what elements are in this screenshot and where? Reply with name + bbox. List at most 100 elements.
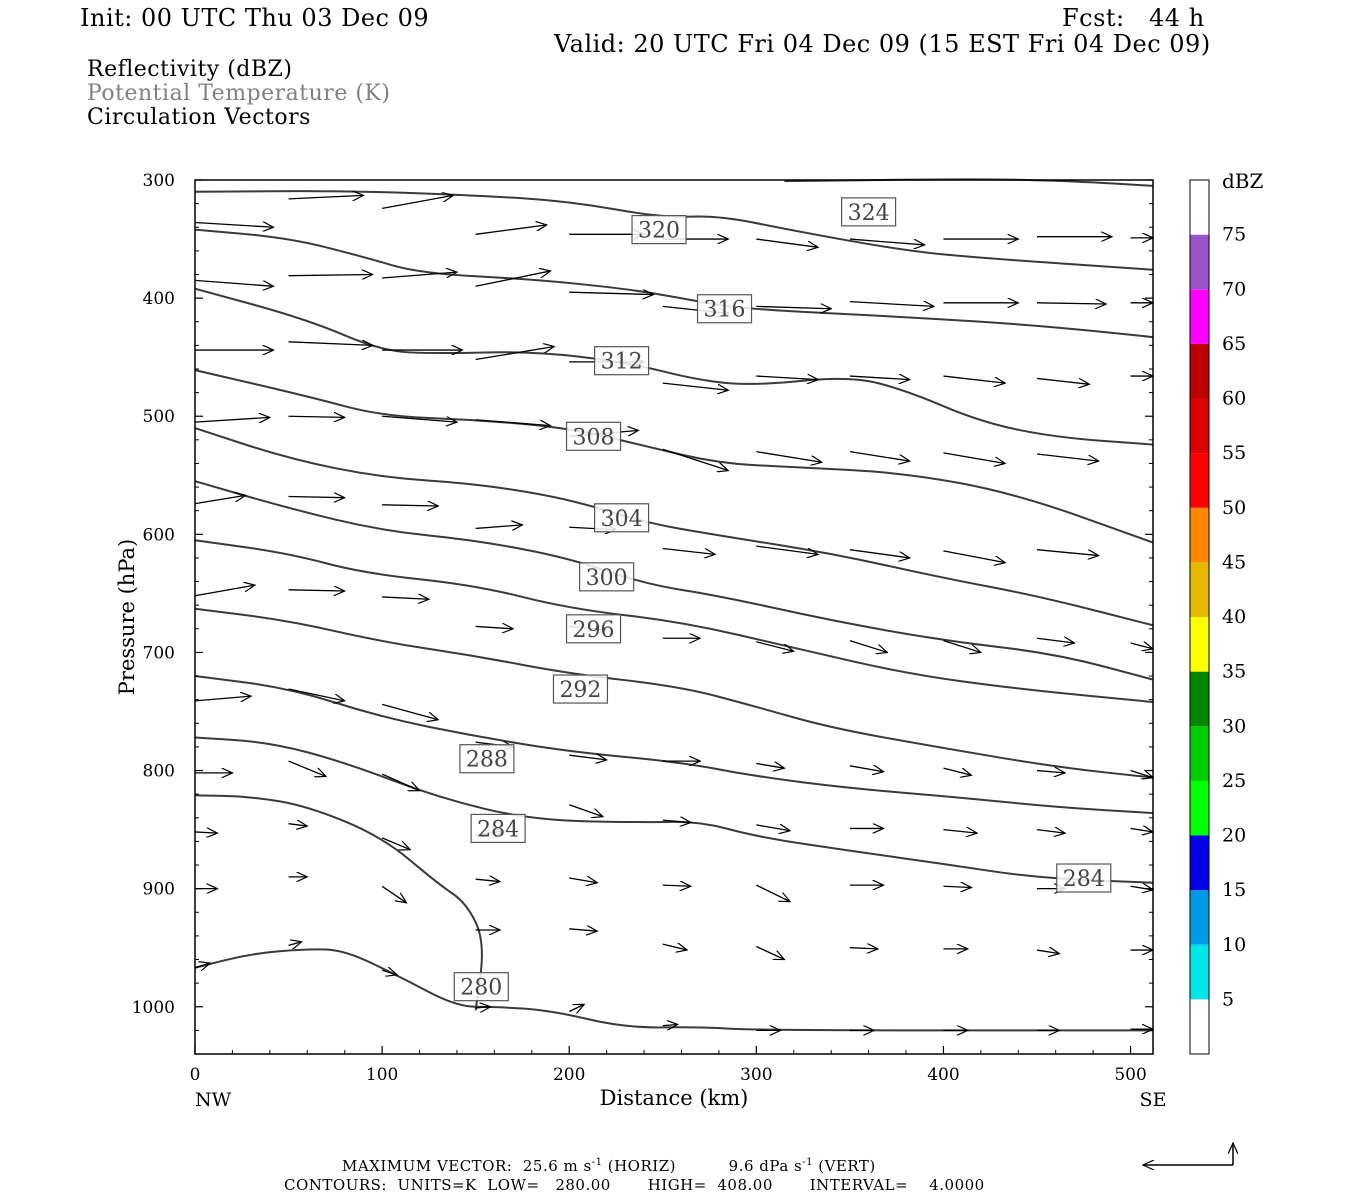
circulation-vector <box>381 773 419 791</box>
isentrope-288-10 <box>194 736 1154 884</box>
circulation-vector <box>943 452 1005 464</box>
circulation-vector <box>194 495 246 505</box>
circulation-vector <box>568 1004 584 1011</box>
circulation-vector <box>475 347 555 361</box>
colorbar-tick-label: 55 <box>1222 442 1246 464</box>
colorbar-tick-label: 30 <box>1222 715 1246 737</box>
circulation-vector <box>1130 771 1153 778</box>
contour-label-text: 304 <box>601 507 643 532</box>
circulation-vector <box>382 597 429 599</box>
field-reflectivity-label: Reflectivity (dBZ) <box>87 57 293 82</box>
circulation-vector <box>475 525 523 529</box>
y-tick-label: 900 <box>143 880 175 900</box>
contour-labels: 324 320 316 312 308 304 300 296 292 288 284 284 280 <box>453 197 1112 1002</box>
circulation-vector <box>569 804 603 817</box>
isentrope-296-8 <box>194 607 1154 779</box>
colorbar-tick-label: 10 <box>1222 934 1246 956</box>
contour-info: CONTOURS: UNITS=K LOW= 280.00 HIGH= 408.… <box>284 1176 985 1194</box>
colorbar-segment <box>1190 671 1209 727</box>
circulation-vector <box>288 195 364 199</box>
x-axis-label: Distance (km) <box>600 1086 749 1110</box>
colorbar-segment <box>1190 234 1209 290</box>
circulation-vector <box>849 238 925 245</box>
colorbar-segment <box>1190 343 1209 399</box>
y-axis: 300 400 500 600 700 800 900 1000 <box>132 171 1153 1031</box>
circulation-vector <box>288 760 326 776</box>
circulation-vector <box>662 944 687 950</box>
y-tick-label: 500 <box>143 407 175 427</box>
colorbar-tick-label: 60 <box>1222 388 1246 410</box>
circulation-vector <box>194 696 251 701</box>
colorbar-tick-label: 15 <box>1222 879 1246 901</box>
circulation-vector <box>381 195 453 209</box>
circulation-vector <box>756 763 784 768</box>
x-end-label-left: NW <box>195 1089 232 1111</box>
circulation-vector <box>381 703 438 719</box>
circulation-vector <box>194 832 217 833</box>
y-tick-label: 1000 <box>132 998 175 1018</box>
plot-frame <box>194 179 1154 1055</box>
isentrope-308-5 <box>194 427 1154 627</box>
circulation-vector <box>1036 638 1074 643</box>
circulation-vector <box>849 451 910 461</box>
colorbar-segment <box>1190 780 1209 836</box>
circulation-vector <box>662 1024 678 1025</box>
colorbar-tick-label: 20 <box>1222 825 1246 847</box>
colorbar-tick-label: 70 <box>1222 278 1246 300</box>
colorbar-tick-label: 40 <box>1222 606 1246 628</box>
field-theta-label: Potential Temperature (K) <box>87 81 391 106</box>
x-tick-label: 0 <box>190 1065 201 1085</box>
isentrope-316-3 <box>194 287 1154 446</box>
circulation-vector <box>288 824 308 826</box>
x-tick-label: 500 <box>1114 1065 1146 1085</box>
circulation-vector <box>194 279 274 286</box>
circulation-vector <box>475 419 551 426</box>
contour-label-292: 292 <box>552 674 609 704</box>
circulation-vector <box>1036 771 1065 773</box>
colorbar-segment <box>1190 507 1209 563</box>
colorbar-tick-label: 25 <box>1222 770 1246 792</box>
contour-label-text: 300 <box>586 566 628 591</box>
circulation-vector <box>1036 950 1059 954</box>
circulation-vector <box>756 945 784 960</box>
x-axis: 0 100 200 300 400 500 NW SE <box>190 1046 1166 1111</box>
isentrope-280-12 <box>194 948 1153 1032</box>
circulation-vector <box>382 415 457 422</box>
contour-label-text: 320 <box>638 219 680 244</box>
colorbar-segment <box>1190 999 1209 1054</box>
circulation-vector <box>381 837 410 850</box>
circulation-vector <box>288 688 345 701</box>
contour-label-280: 280 <box>453 972 509 1002</box>
colorbar-tick-label: 5 <box>1222 988 1234 1010</box>
circulation-vector <box>1036 830 1065 834</box>
circulation-vector <box>943 767 971 775</box>
circulation-vector <box>381 885 406 903</box>
circulation-vector <box>288 590 345 591</box>
circulation-vector <box>1036 453 1099 461</box>
isentrope-312-4 <box>194 369 1154 544</box>
isentrope-320-2 <box>194 228 1154 339</box>
x-tick-label: 400 <box>927 1065 959 1085</box>
colorbar-segment <box>1190 835 1209 891</box>
contour-label-304: 304 <box>594 503 650 533</box>
contour-label-296: 296 <box>565 614 622 644</box>
circulation-vector <box>943 830 977 834</box>
isentrope-324-0 <box>194 190 1154 271</box>
circulation-vector <box>756 825 790 831</box>
circulation-vector <box>662 382 728 390</box>
circulation-vector <box>1036 549 1099 556</box>
field-vectors-label: Circulation Vectors <box>87 105 311 130</box>
circulation-vector <box>943 550 1005 563</box>
circulation-vector <box>756 884 790 902</box>
circulation-vector <box>756 545 818 554</box>
colorbar-frame <box>1189 179 1210 1055</box>
reference-vector-icon <box>1143 1143 1233 1165</box>
colorbar-segment <box>1190 398 1209 454</box>
contour-label-text: 324 <box>848 201 890 226</box>
init-time: Init: 00 UTC Thu 03 Dec 09 <box>80 4 430 32</box>
y-tick-label: 600 <box>143 525 175 545</box>
circulation-vector <box>849 766 884 772</box>
circulation-vector <box>849 376 910 380</box>
circulation-vector <box>662 448 728 470</box>
